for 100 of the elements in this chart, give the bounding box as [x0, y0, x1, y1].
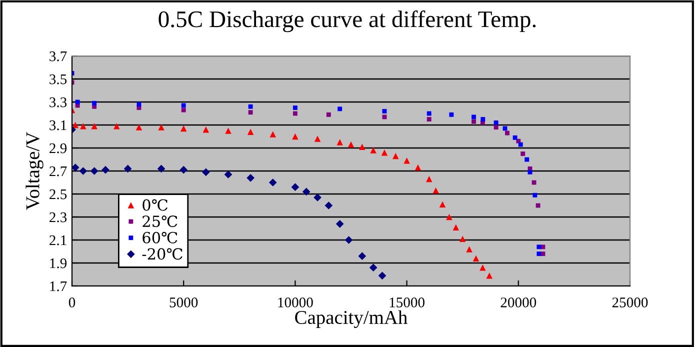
y-tick-label: 2.5 [50, 189, 67, 200]
point [536, 252, 542, 256]
point [378, 272, 386, 280]
point [369, 264, 378, 272]
point [459, 236, 466, 242]
point [381, 149, 388, 156]
point [528, 170, 532, 174]
point [439, 201, 446, 208]
point [494, 125, 498, 130]
point [79, 167, 88, 175]
point [248, 104, 253, 109]
point [90, 167, 98, 175]
point [446, 214, 452, 220]
point [480, 264, 486, 271]
y-tick-label: 2.1 [50, 235, 66, 246]
point [338, 106, 342, 112]
point [202, 126, 210, 133]
point [426, 176, 432, 182]
point [392, 152, 399, 160]
point [180, 166, 188, 174]
point [292, 106, 298, 110]
point [348, 141, 354, 148]
point [472, 114, 476, 120]
point [512, 135, 518, 140]
y-tick-label: 2.3 [50, 212, 67, 222]
point [292, 133, 298, 140]
point [358, 252, 366, 260]
point [314, 194, 322, 202]
point [359, 144, 366, 150]
x-tick-label: 0 [68, 298, 76, 308]
y-tick-label: 3.3 [50, 97, 67, 108]
point [480, 117, 486, 122]
x-axis-title: Capacity/mAh [295, 310, 408, 328]
point [246, 174, 254, 182]
point [426, 117, 432, 122]
point [158, 124, 164, 130]
y-tick-label: 2.9 [50, 143, 67, 154]
point [92, 100, 97, 106]
point [524, 157, 530, 162]
point [292, 111, 298, 116]
point [432, 187, 439, 194]
y-axis-title: Voltage/V [26, 132, 44, 210]
point [414, 164, 422, 171]
point [494, 120, 498, 125]
point [518, 142, 523, 147]
point [136, 102, 142, 107]
point [102, 166, 110, 174]
x-tick-label: 20000 [500, 298, 536, 308]
point [80, 123, 86, 130]
point [449, 112, 454, 117]
point [505, 130, 510, 136]
point [404, 158, 410, 164]
point [302, 188, 310, 196]
point [75, 100, 80, 104]
point [268, 178, 277, 186]
point [540, 244, 546, 250]
x-tick-label: 5000 [170, 298, 198, 308]
point [466, 246, 472, 252]
point [520, 152, 526, 156]
legend-label: 25℃ [142, 216, 178, 228]
chart-title: 0.5C Discharge curve at different Temp. [158, 10, 536, 32]
point [336, 139, 343, 146]
point [486, 272, 493, 279]
point [181, 103, 186, 108]
point [452, 224, 460, 230]
point [181, 108, 186, 112]
point [472, 255, 480, 262]
point [532, 192, 538, 198]
point [314, 136, 321, 142]
point [336, 220, 344, 228]
x-tick-label: 10000 [278, 298, 313, 308]
x-tick-label: 25000 [612, 298, 648, 308]
point [91, 123, 98, 130]
point [136, 124, 142, 130]
point [426, 111, 432, 116]
legend-label: -20℃ [142, 248, 182, 260]
point [536, 203, 540, 208]
legend-label: 0℃ [142, 199, 168, 211]
y-tick-label: 2.7 [50, 166, 67, 176]
y-tick-label: 3.7 [50, 51, 67, 62]
point [382, 114, 387, 120]
point [114, 123, 120, 130]
y-tick-label: 1.9 [50, 258, 67, 268]
point [382, 108, 387, 114]
point [247, 128, 254, 136]
y-tick-label: 1.7 [50, 281, 67, 292]
point [472, 119, 476, 124]
point [540, 252, 546, 256]
point [324, 202, 333, 210]
point [326, 112, 331, 117]
y-tick-label: 3.1 [50, 120, 66, 130]
point [202, 168, 210, 176]
point [270, 131, 276, 138]
point [225, 128, 232, 134]
point [502, 126, 508, 131]
point [536, 244, 542, 250]
point [291, 183, 300, 192]
point [157, 164, 166, 173]
x-tick-label: 15000 [390, 298, 424, 308]
point [180, 125, 187, 132]
